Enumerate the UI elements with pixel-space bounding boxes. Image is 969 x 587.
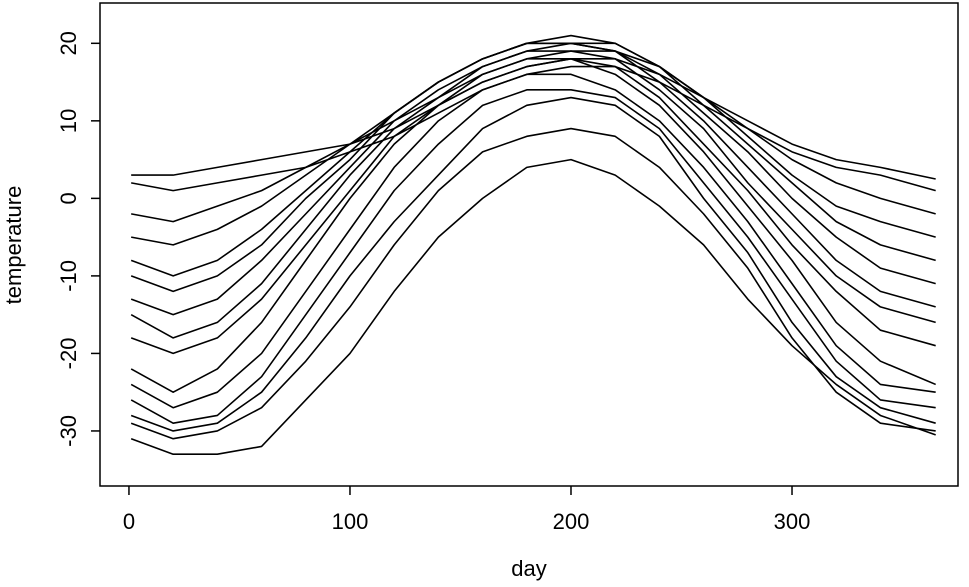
y-tick-label: 0 bbox=[56, 192, 81, 204]
y-tick-label: -30 bbox=[56, 415, 81, 447]
series-line bbox=[131, 58, 936, 180]
x-tick-label: 0 bbox=[123, 509, 135, 534]
series-line bbox=[130, 50, 936, 339]
y-tick-label: 10 bbox=[56, 109, 81, 133]
series-line bbox=[130, 158, 936, 456]
series-line bbox=[130, 127, 936, 440]
x-tick-label: 200 bbox=[553, 509, 590, 534]
series-line bbox=[130, 58, 936, 393]
y-tick-label: 20 bbox=[56, 31, 81, 55]
x-tick-label: 100 bbox=[332, 509, 369, 534]
series-line bbox=[130, 96, 936, 432]
series-line bbox=[130, 42, 936, 293]
x-tick-label: 300 bbox=[774, 509, 811, 534]
series-line bbox=[130, 42, 936, 316]
y-tick-label: -10 bbox=[56, 260, 81, 292]
series-line bbox=[130, 89, 936, 425]
series-line bbox=[130, 73, 936, 409]
y-axis-label: temperature bbox=[1, 186, 26, 305]
series-line bbox=[130, 34, 936, 277]
plot-box bbox=[99, 2, 959, 487]
x-axis-label: day bbox=[511, 556, 546, 581]
series-line bbox=[131, 50, 936, 223]
y-tick-label: -20 bbox=[56, 338, 81, 370]
series-line bbox=[130, 58, 936, 355]
